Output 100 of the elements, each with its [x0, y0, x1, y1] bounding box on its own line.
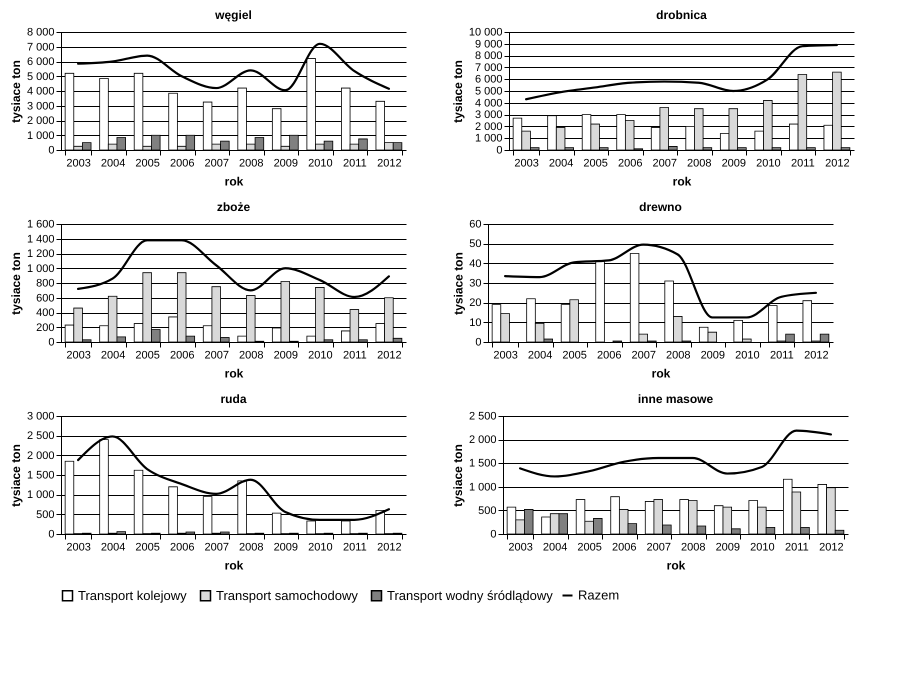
chart-title: węgiel — [214, 8, 252, 22]
chart-title: zboże — [216, 200, 250, 214]
y-tick-label: 1 000 — [26, 130, 54, 142]
x-tick-label: 2012 — [377, 158, 402, 170]
y-tick-label: 0 — [48, 528, 54, 540]
y-tick-label: 0 — [475, 336, 482, 348]
y-tick-label: 20 — [469, 297, 482, 310]
x-tick-label: 2008 — [666, 350, 691, 362]
y-tick-label: 6 000 — [26, 56, 54, 68]
legend-label: Transport samochodowy — [216, 588, 358, 603]
y-axis-title: tysiace ton — [8, 252, 23, 315]
y-tick-label: 1 500 — [26, 470, 54, 482]
x-tick-label: 2006 — [170, 350, 194, 362]
x-tick-label: 2004 — [100, 542, 126, 554]
y-tick-label: 4 000 — [474, 97, 502, 110]
legend-label: Transport kolejowy — [78, 588, 188, 603]
x-tick-label: 2009 — [716, 542, 740, 554]
y-tick-label: 5 000 — [26, 70, 54, 83]
x-tick-label: 2003 — [508, 542, 533, 554]
x-tick-label: 2010 — [756, 158, 781, 170]
y-tick-label: 3 000 — [474, 109, 502, 122]
x-tick-label: 2004 — [100, 158, 126, 170]
x-tick-label: 2012 — [377, 542, 402, 554]
y-tick-label: 2 000 — [26, 115, 54, 127]
x-tick-label: 2009 — [722, 158, 746, 170]
x-tick-label: 2010 — [308, 158, 333, 170]
y-tick-label: 0 — [48, 144, 54, 156]
y-tick-label: 0 — [496, 144, 502, 156]
y-tick-label: 4 000 — [26, 86, 54, 98]
x-tick-label: 2008 — [239, 542, 264, 554]
legend-label: Transport wodny śródlądowy — [387, 588, 554, 603]
x-tick-label: 2012 — [825, 158, 850, 170]
y-tick-label: 8 000 — [474, 50, 502, 62]
x-tick-label: 2007 — [631, 350, 656, 362]
x-tick-label: 2012 — [804, 350, 829, 362]
x-tick-label: 2005 — [135, 158, 160, 170]
y-tick-label: 1 200 — [26, 248, 54, 260]
x-tick-label: 2005 — [135, 350, 160, 362]
x-axis-title: rok — [666, 558, 686, 572]
x-tick-label: 2006 — [170, 542, 194, 554]
y-tick-label: 10 — [469, 316, 482, 329]
y-tick-label: 800 — [36, 278, 54, 290]
y-axis-title: tysiace ton — [8, 60, 23, 123]
chart-title: inne masowe — [638, 392, 714, 406]
x-tick-label: 2010 — [735, 350, 760, 362]
x-tick-label: 2003 — [66, 158, 91, 170]
y-tick-label: 60 — [469, 218, 482, 230]
x-tick-label: 2010 — [308, 542, 333, 554]
x-tick-label: 2011 — [343, 542, 367, 554]
x-tick-label: 2006 — [618, 158, 642, 170]
x-tick-label: 2009 — [274, 158, 298, 170]
x-tick-label: 2005 — [577, 542, 602, 554]
x-tick-label: 2004 — [542, 542, 568, 554]
y-tick-label: 10 000 — [468, 26, 502, 38]
x-tick-label: 2007 — [204, 158, 229, 170]
y-tick-label: 1 000 — [26, 262, 54, 275]
x-tick-label: 2005 — [135, 542, 160, 554]
y-tick-label: 500 — [36, 508, 54, 521]
x-tick-label: 2007 — [204, 542, 229, 554]
x-tick-label: 2005 — [562, 350, 587, 362]
x-tick-label: 2003 — [66, 542, 91, 554]
chart-title: drewno — [639, 200, 682, 214]
y-tick-label: 400 — [36, 307, 54, 319]
x-tick-label: 2011 — [770, 350, 794, 362]
x-tick-label: 2006 — [612, 542, 636, 554]
x-tick-label: 2005 — [583, 158, 608, 170]
y-tick-label: 2 500 — [26, 430, 54, 442]
x-tick-label: 2008 — [681, 542, 706, 554]
x-tick-label: 2010 — [308, 350, 333, 362]
y-tick-label: 7 000 — [26, 41, 54, 54]
x-tick-label: 2007 — [646, 542, 671, 554]
chart-title: drobnica — [656, 8, 708, 22]
x-tick-label: 2008 — [687, 158, 712, 170]
chart-title: ruda — [220, 392, 247, 406]
x-tick-label: 2010 — [750, 542, 775, 554]
y-tick-label: 0 — [490, 528, 496, 540]
legend-label: Razem — [578, 588, 620, 602]
x-tick-label: 2012 — [377, 350, 402, 362]
y-tick-label: 50 — [469, 238, 482, 250]
x-tick-label: 2004 — [528, 350, 552, 362]
y-axis-title: tysiace ton — [8, 444, 23, 507]
x-tick-label: 2006 — [596, 350, 622, 362]
x-axis-title: rok — [224, 174, 244, 188]
y-tick-label: 200 — [36, 322, 54, 334]
x-tick-label: 2007 — [652, 158, 677, 170]
y-tick-label: 3 000 — [26, 100, 54, 112]
y-tick-label: 2 500 — [468, 410, 496, 422]
y-tick-label: 600 — [36, 292, 54, 304]
x-tick-label: 2003 — [493, 350, 518, 362]
y-tick-label: 8 000 — [26, 26, 54, 38]
x-axis-title: rok — [224, 366, 244, 380]
x-tick-label: 2004 — [100, 350, 126, 362]
x-tick-label: 2008 — [239, 350, 264, 362]
y-tick-label: 2 000 — [474, 120, 502, 133]
x-tick-label: 2006 — [170, 158, 194, 170]
x-tick-label: 2012 — [819, 542, 844, 554]
y-tick-label: 1 000 — [474, 132, 502, 145]
y-tick-label: 1 000 — [26, 489, 54, 502]
x-tick-label: 2011 — [791, 158, 815, 170]
x-tick-label: 2004 — [548, 158, 574, 170]
